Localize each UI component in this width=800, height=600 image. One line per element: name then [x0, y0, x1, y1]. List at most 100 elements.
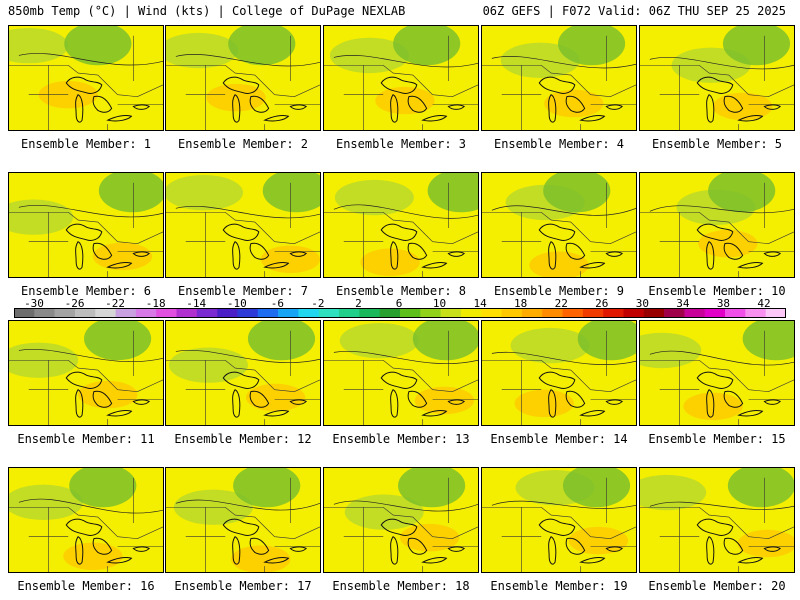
ensemble-map-panel — [639, 172, 795, 278]
ensemble-map-panel — [323, 467, 479, 573]
colorbar-segment — [34, 308, 55, 318]
temperature-colorbar — [14, 308, 786, 318]
colorbar-tick-label: 26 — [595, 297, 609, 310]
ensemble-member-caption: Ensemble Member: 12 — [174, 432, 312, 446]
colorbar-tick-label: 6 — [395, 297, 403, 310]
ensemble-member-caption: Ensemble Member: 8 — [335, 284, 467, 298]
model-valid-time: 06Z GEFS | F072 Valid: 06Z THU SEP 25 20… — [482, 4, 786, 18]
colorbar-tick-label: 2 — [355, 297, 362, 310]
ensemble-member-caption: Ensemble Member: 2 — [177, 137, 309, 151]
colorbar-tick-label: 14 — [473, 297, 487, 310]
colorbar-tick-label: -10 — [226, 297, 247, 310]
colorbar-segment — [237, 308, 259, 318]
ensemble-map-panel — [323, 320, 479, 426]
colorbar-segment — [623, 308, 645, 318]
colorbar-segment — [339, 308, 360, 318]
colorbar-tick-label: -18 — [145, 297, 166, 310]
colorbar-tick-label: -22 — [105, 297, 126, 310]
colorbar-tick-label: 42 — [757, 297, 771, 310]
colorbar-segment — [643, 308, 665, 318]
colorbar-segment — [542, 308, 563, 318]
ensemble-map-panel — [165, 320, 321, 426]
ensemble-member-caption: Ensemble Member: 20 — [648, 579, 786, 593]
colorbar-segment — [664, 308, 685, 318]
ensemble-member-caption: Ensemble Member: 11 — [17, 432, 155, 446]
colorbar-tick-label: -2 — [311, 297, 325, 310]
ensemble-member-caption: Ensemble Member: 17 — [174, 579, 312, 593]
ensemble-map-panel — [639, 25, 795, 131]
ensemble-member-caption: Ensemble Member: 4 — [493, 137, 625, 151]
colorbar-segment — [176, 308, 198, 318]
colorbar-segment — [196, 308, 218, 318]
ensemble-map-panel — [323, 25, 479, 131]
colorbar-segment — [257, 308, 279, 318]
colorbar-tick-label: -30 — [24, 297, 44, 310]
ensemble-map-panel — [481, 320, 637, 426]
ensemble-map-panel — [481, 172, 637, 278]
colorbar-segment — [74, 308, 96, 318]
colorbar-segment — [115, 308, 137, 318]
ensemble-map-panel — [481, 25, 637, 131]
colorbar-tick-label: 34 — [676, 297, 690, 310]
colorbar-segment — [318, 308, 340, 318]
colorbar-segment — [501, 308, 523, 318]
ensemble-map-panel — [165, 25, 321, 131]
ensemble-member-caption: Ensemble Member: 6 — [20, 284, 152, 298]
ensemble-member-caption: Ensemble Member: 19 — [490, 579, 628, 593]
ensemble-member-caption: Ensemble Member: 1 — [20, 137, 152, 151]
colorbar-segment — [521, 308, 543, 318]
ensemble-map-panel — [323, 172, 479, 278]
colorbar-tick-label: 10 — [432, 297, 447, 310]
colorbar-segment — [562, 308, 584, 318]
colorbar-segment — [54, 308, 76, 318]
ensemble-member-caption: Ensemble Member: 13 — [332, 432, 470, 446]
ensemble-map-panel — [8, 467, 164, 573]
colorbar-segment — [359, 308, 380, 318]
colorbar-segment — [420, 308, 441, 318]
ensemble-member-caption: Ensemble Member: 18 — [332, 579, 470, 593]
colorbar-tick-label: 18 — [514, 297, 528, 310]
ensemble-member-caption: Ensemble Member: 7 — [177, 284, 309, 298]
ensemble-member-caption: Ensemble Member: 14 — [490, 432, 628, 446]
ensemble-map-panel — [165, 172, 321, 278]
ensemble-map-panel — [8, 320, 164, 426]
ensemble-map-panel — [8, 25, 164, 131]
colorbar-tick-label: -6 — [270, 297, 284, 310]
ensemble-map-panel — [8, 172, 164, 278]
colorbar-segment — [704, 308, 726, 318]
ensemble-member-caption: Ensemble Member: 10 — [648, 284, 786, 298]
colorbar-segment — [684, 308, 706, 318]
colorbar-segment — [379, 308, 401, 318]
ensemble-map-panel — [639, 467, 795, 573]
colorbar-segment — [217, 308, 238, 318]
colorbar-tick-label: 30 — [635, 297, 649, 310]
colorbar-segment — [95, 308, 116, 318]
ensemble-member-caption: Ensemble Member: 9 — [493, 284, 625, 298]
colorbar-tick-label: 38 — [716, 297, 731, 310]
colorbar-segment — [582, 308, 604, 318]
colorbar-outline — [14, 308, 786, 318]
colorbar-segment — [460, 308, 482, 318]
colorbar-segment — [298, 308, 320, 318]
colorbar-segment — [481, 308, 502, 318]
colorbar-segment — [135, 308, 157, 318]
colorbar-segment — [156, 308, 177, 318]
colorbar-tick-label: 22 — [554, 297, 568, 310]
colorbar-segment — [603, 308, 624, 318]
colorbar-segment — [14, 308, 35, 318]
map-title: 850mb Temp (°C) | Wind (kts) | College o… — [8, 4, 406, 18]
ensemble-map-panel — [639, 320, 795, 426]
colorbar-segment — [725, 308, 746, 318]
colorbar-tick-label: -26 — [64, 297, 85, 310]
colorbar-segment — [440, 308, 462, 318]
colorbar-tick-label: -14 — [186, 297, 207, 310]
colorbar-segment — [765, 308, 786, 318]
colorbar-segment — [400, 308, 421, 318]
ensemble-map-panel — [165, 467, 321, 573]
ensemble-member-caption: Ensemble Member: 5 — [651, 137, 783, 151]
colorbar-segment — [278, 308, 299, 318]
ensemble-member-caption: Ensemble Member: 16 — [17, 579, 155, 593]
ensemble-map-panel — [481, 467, 637, 573]
colorbar-segment — [745, 308, 766, 318]
ensemble-member-caption: Ensemble Member: 3 — [335, 137, 467, 151]
